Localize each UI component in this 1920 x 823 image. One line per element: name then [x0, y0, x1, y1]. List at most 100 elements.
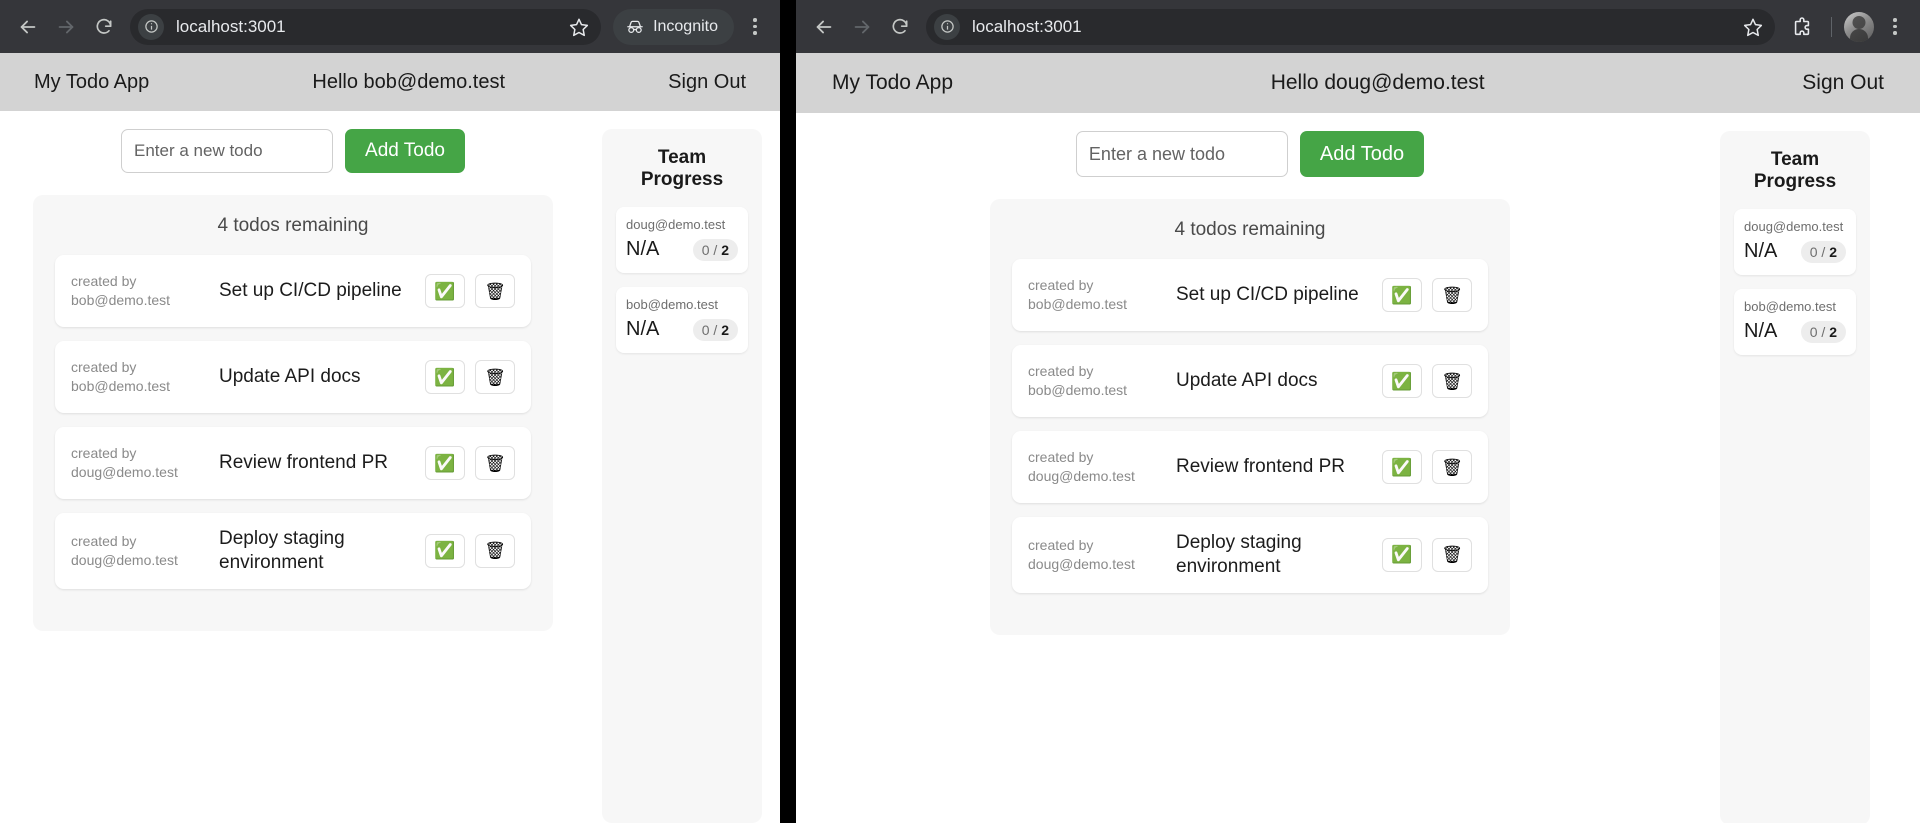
- created-by-label: created by: [71, 445, 137, 462]
- site-info-icon[interactable]: [138, 13, 164, 40]
- member-status: N/A: [626, 238, 660, 260]
- toggle-complete-checkbox-icon[interactable]: ✅: [1382, 278, 1422, 312]
- bookmark-star-icon[interactable]: [565, 13, 593, 41]
- new-todo-input[interactable]: [1075, 131, 1288, 177]
- table-row[interactable]: created by doug@demo.test Review fronten…: [55, 427, 531, 499]
- three-dot-menu-icon[interactable]: [740, 9, 770, 45]
- created-by-label: created by: [71, 532, 137, 549]
- todo-text: Deploy staging environment: [219, 528, 345, 573]
- incognito-label: Incognito: [653, 17, 718, 35]
- delete-trash-icon[interactable]: 🗑: [475, 360, 515, 394]
- address-bar-right[interactable]: localhost:3001: [926, 8, 1775, 45]
- table-row[interactable]: created by doug@demo.test Deploy staging…: [55, 513, 531, 589]
- new-todo-input[interactable]: [121, 129, 334, 173]
- created-by-label: created by: [1028, 536, 1094, 553]
- app-body-right: Add Todo 4 todos remaining created by bo…: [796, 113, 1920, 823]
- member-status: N/A: [1744, 240, 1778, 262]
- toggle-complete-checkbox-icon[interactable]: ✅: [1382, 450, 1422, 484]
- three-dot-menu-icon[interactable]: [1880, 9, 1910, 45]
- delete-trash-icon[interactable]: 🗑: [1432, 364, 1472, 398]
- forward-arrow-icon[interactable]: [48, 9, 84, 45]
- chrome-divider: [1831, 16, 1832, 37]
- delete-trash-icon[interactable]: 🗑: [1432, 450, 1472, 484]
- delete-trash-icon[interactable]: 🗑: [475, 533, 515, 568]
- reload-icon[interactable]: [882, 9, 918, 45]
- url-text-left: localhost:3001: [176, 16, 286, 36]
- creator-email: doug@demo.test: [1028, 468, 1135, 484]
- browser-chrome-left: localhost:3001 Incognito: [0, 0, 780, 53]
- todo-text: Update API docs: [1176, 370, 1318, 392]
- app-body-left: Add Todo 4 todos remaining created by bo…: [0, 111, 780, 823]
- table-row[interactable]: created by doug@demo.test Deploy staging…: [1012, 517, 1488, 593]
- sign-out-button[interactable]: Sign Out: [668, 70, 746, 93]
- done-count: 0: [701, 241, 710, 258]
- todo-list-panel: 4 todos remaining created by bob@demo.te…: [33, 195, 553, 631]
- table-row[interactable]: created by bob@demo.test Update API docs…: [1012, 345, 1488, 417]
- status-badge: 0 / 2: [692, 318, 738, 341]
- delete-trash-icon[interactable]: 🗑: [1432, 278, 1472, 312]
- badge-separator: /: [713, 241, 718, 258]
- done-count: 0: [1809, 323, 1818, 340]
- toggle-complete-checkbox-icon[interactable]: ✅: [425, 360, 465, 394]
- table-row[interactable]: created by doug@demo.test Review fronten…: [1012, 431, 1488, 503]
- table-row[interactable]: created by bob@demo.test Set up CI/CD pi…: [55, 255, 531, 327]
- team-progress-panel: Team Progress doug@demo.test N/A 0 / 2 b…: [1720, 131, 1870, 823]
- todo-app-left: My Todo App Hello bob@demo.test Sign Out…: [0, 53, 780, 823]
- address-bar-left[interactable]: localhost:3001: [130, 8, 602, 45]
- total-count: 2: [1829, 243, 1837, 260]
- todo-creator: created by bob@demo.test: [71, 358, 219, 396]
- todo-text: Update API docs: [219, 366, 361, 388]
- toggle-complete-checkbox-icon[interactable]: ✅: [1382, 537, 1422, 572]
- team-progress-title: Team Progress: [1753, 149, 1837, 192]
- member-stats: N/A 0 / 2: [626, 318, 738, 341]
- url-text-right: localhost:3001: [972, 16, 1082, 36]
- badge-separator: /: [1821, 243, 1826, 260]
- back-arrow-icon[interactable]: [806, 9, 842, 45]
- table-row[interactable]: created by bob@demo.test Set up CI/CD pi…: [1012, 259, 1488, 331]
- forward-arrow-icon[interactable]: [844, 9, 880, 45]
- reload-icon[interactable]: [86, 9, 122, 45]
- member-status: N/A: [626, 318, 660, 340]
- delete-trash-icon[interactable]: 🗑: [475, 274, 515, 308]
- browser-window-right: localhost:3001 My Todo App Hello doug@de…: [796, 0, 1920, 823]
- done-count: 0: [1809, 243, 1818, 260]
- creator-email: doug@demo.test: [1028, 555, 1135, 572]
- profile-avatar-icon[interactable]: [1844, 11, 1874, 42]
- team-progress-title: Team Progress: [640, 147, 724, 190]
- window-divider: [780, 0, 796, 823]
- extensions-puzzle-icon[interactable]: [1785, 10, 1819, 44]
- badge-separator: /: [713, 321, 718, 338]
- status-badge: 0 / 2: [692, 238, 738, 261]
- main-column-right: Add Todo 4 todos remaining created by bo…: [796, 113, 1704, 635]
- todo-text: Set up CI/CD pipeline: [219, 280, 402, 302]
- add-todo-button[interactable]: Add Todo: [345, 129, 465, 173]
- add-todo-button[interactable]: Add Todo: [1299, 131, 1425, 177]
- app-title: My Todo App: [34, 70, 150, 93]
- add-todo-row: Add Todo: [1075, 131, 1425, 177]
- main-column-left: Add Todo 4 todos remaining created by bo…: [0, 111, 586, 631]
- creator-email: bob@demo.test: [71, 292, 171, 308]
- created-by-label: created by: [1028, 363, 1094, 380]
- toggle-complete-checkbox-icon[interactable]: ✅: [1382, 364, 1422, 398]
- bookmark-star-icon[interactable]: [1739, 13, 1767, 41]
- incognito-indicator[interactable]: Incognito: [613, 8, 734, 45]
- delete-trash-icon[interactable]: 🗑: [1432, 537, 1472, 572]
- toggle-complete-checkbox-icon[interactable]: ✅: [425, 274, 465, 308]
- total-count: 2: [1829, 323, 1837, 340]
- back-arrow-icon[interactable]: [10, 9, 46, 45]
- user-greeting: Hello bob@demo.test: [312, 70, 506, 93]
- toggle-complete-checkbox-icon[interactable]: ✅: [425, 533, 465, 568]
- sign-out-button[interactable]: Sign Out: [1802, 71, 1884, 94]
- site-info-icon[interactable]: [934, 13, 960, 40]
- todo-creator: created by doug@demo.test: [71, 532, 219, 570]
- delete-trash-icon[interactable]: 🗑: [475, 446, 515, 480]
- todo-actions: ✅ 🗑: [1382, 364, 1472, 398]
- created-by-label: created by: [71, 273, 137, 290]
- list-item: doug@demo.test N/A 0 / 2: [1734, 209, 1856, 275]
- add-todo-row: Add Todo: [121, 129, 465, 173]
- todo-actions: ✅ 🗑: [425, 274, 515, 308]
- toggle-complete-checkbox-icon[interactable]: ✅: [425, 446, 465, 480]
- todo-actions: ✅ 🗑: [425, 360, 515, 394]
- table-row[interactable]: created by bob@demo.test Update API docs…: [55, 341, 531, 413]
- member-status: N/A: [1744, 320, 1778, 342]
